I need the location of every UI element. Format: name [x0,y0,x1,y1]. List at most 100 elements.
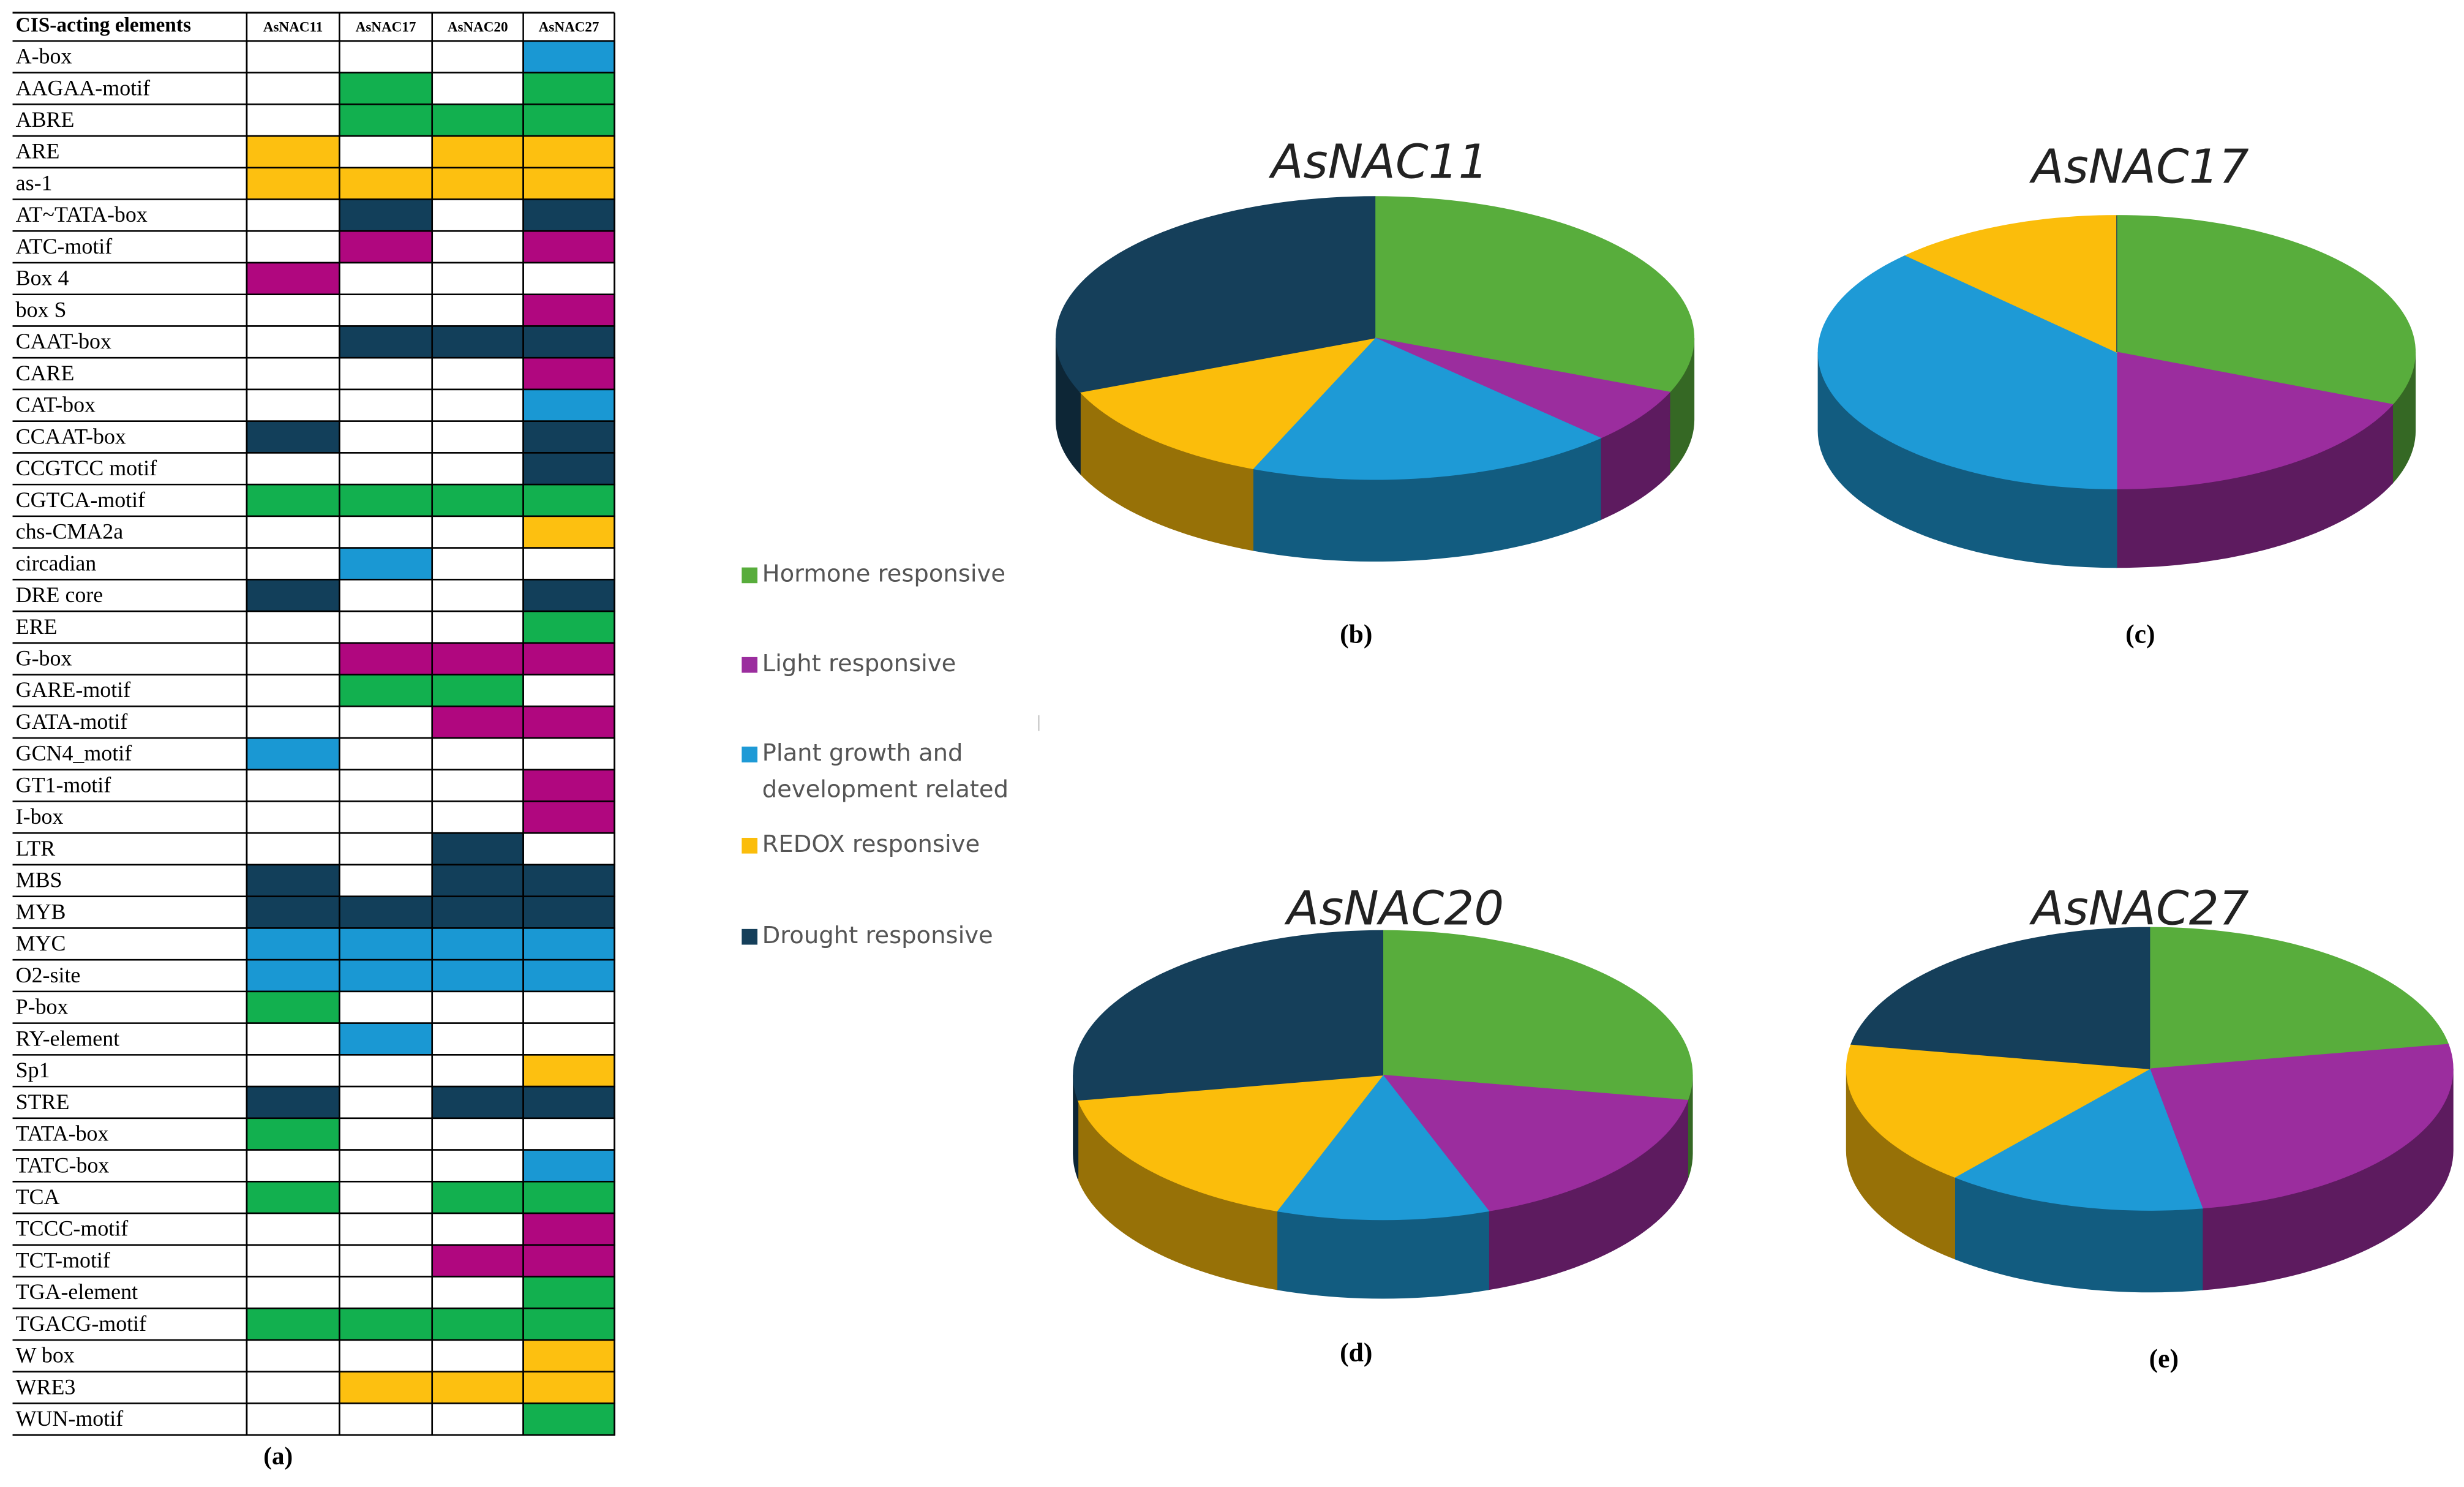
pie-title: AsNAC11 [1268,135,1489,190]
table-cell [246,610,340,644]
pie-slice [1252,337,1602,480]
pie-label: (b) [1340,620,1372,649]
pie-slice [1276,1074,1490,1221]
table-cell [246,990,340,1024]
table-cell [522,895,615,929]
table-cell [522,769,615,802]
legend-entry: Light responsive [762,649,956,677]
table-cell [522,198,615,232]
pie-label: (e) [2149,1344,2179,1374]
row-label: P-box [16,995,69,1019]
pie-slice [1817,255,2117,489]
pie-label: (c) [2125,620,2155,649]
table-cell [339,579,434,612]
row-label: ERE [16,614,58,639]
pie-slice [1374,196,1695,393]
row-label: circadian [16,551,97,575]
table-cell [246,1085,340,1120]
table-cell [431,420,524,454]
table-cell [339,293,434,327]
row-label: TGACG-motif [16,1311,146,1336]
table-cell [431,832,524,866]
row-label: TCT-motif [16,1248,110,1272]
table-cell [339,515,434,549]
table-cell [246,1276,340,1309]
row-label: WUN-motif [16,1406,124,1431]
table-cell [431,1307,524,1341]
table-cell [339,135,434,169]
table-cell [246,1339,340,1372]
row-label: TGA-element [16,1279,138,1304]
table-cell [522,1022,615,1056]
row-label: TCCC-motif [16,1216,129,1241]
row-label: ATC-motif [16,234,113,258]
table-cell [431,1212,524,1246]
table-cell [339,1212,434,1246]
table-cell [246,104,340,137]
row-label: as-1 [16,170,53,195]
table-cell [431,262,524,296]
row-label: Sp1 [16,1058,50,1082]
pie-slice [2116,215,2416,405]
table-cell [246,674,340,707]
table-cell [246,1212,340,1246]
pie-slice [2149,1044,2454,1209]
table-cell [246,515,340,549]
pie-title: AsNAC20 [1284,882,1504,936]
pie-title: AsNAC27 [2029,882,2249,936]
row-label: TATA-box [16,1121,109,1146]
table-cell [339,388,434,422]
table-cell [246,293,340,327]
row-label: AAGAA-motif [16,75,150,100]
legend-swatch [742,928,757,945]
row-label: Box 4 [16,266,69,290]
table-cell [339,1339,434,1372]
table-cell [431,1339,524,1372]
legend-entry: Drought responsive [762,921,993,949]
pie-slice [1904,215,2117,353]
table-cell [246,1117,340,1151]
table-cell [339,1181,434,1214]
row-label: CAAT-box [16,329,111,353]
table-cell [246,1371,340,1404]
row-label: TCA [16,1184,60,1209]
legend-swatch [742,747,757,762]
pie-slice [2149,927,2449,1069]
column-header: AsNAC11 [263,19,323,35]
table-cell [522,1276,615,1309]
row-label: chs-CMA2a [16,519,124,544]
legend-swatch [742,657,757,673]
table-cell [431,72,524,105]
table-cell [431,325,524,359]
table-cell [522,293,615,327]
table-cell [522,864,615,897]
table-cell [522,104,615,137]
table-cell [431,990,524,1024]
legend-label: Plant growth and development related [762,739,1009,804]
table-cell [339,325,434,359]
pie-slice [1850,927,2150,1069]
table-cell [431,198,524,232]
table-cell [246,325,340,359]
table-cell [522,674,615,707]
pie-slice [1079,337,1377,469]
table-cell [431,1022,524,1056]
pie-label: (d) [1340,1338,1372,1367]
table-cell [431,579,524,612]
row-label: CGTCA-motif [16,488,145,512]
row-label: ARE [16,139,60,164]
table-cell [339,1276,434,1309]
table-cell [431,1276,524,1309]
table-cell [339,72,434,105]
table-cell [431,1244,524,1278]
table-cell [522,800,615,834]
table-cell [339,167,434,200]
row-label: MYB [16,899,66,924]
table-cell [339,104,434,137]
table-cell [522,135,615,169]
legend-entry: Hormone responsive [762,560,1005,588]
table-cell [431,230,524,264]
table-cell [431,167,524,200]
table-cell [339,769,434,802]
